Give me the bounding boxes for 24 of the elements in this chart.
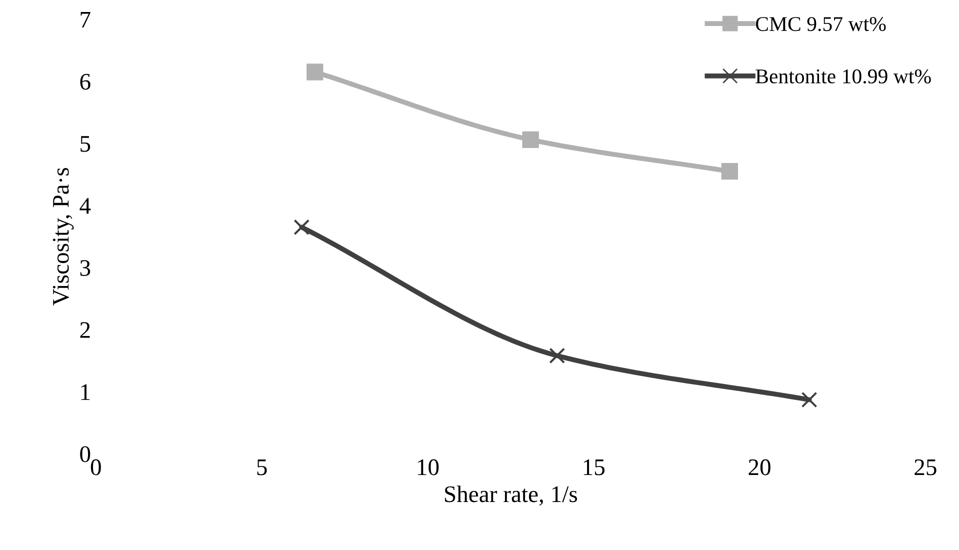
point bbox=[306, 64, 324, 80]
y-tick-label: 6 bbox=[80, 74, 90, 90]
point bbox=[294, 219, 310, 236]
point bbox=[549, 348, 566, 364]
y-axis-title: Viscosity, Pa·s bbox=[52, 168, 74, 306]
legend-label: Bentonite 10.99 wt% bbox=[756, 69, 931, 84]
y-tick-label: 7 bbox=[80, 12, 90, 28]
x-tick-label: 0 bbox=[90, 459, 101, 476]
point bbox=[721, 162, 738, 180]
point bbox=[801, 392, 818, 408]
y-tick-label: 4 bbox=[80, 198, 91, 214]
point bbox=[522, 131, 539, 148]
x-tick-label: 10 bbox=[418, 459, 439, 476]
y-tick-label: 5 bbox=[80, 136, 90, 152]
y-tick-label: 2 bbox=[80, 322, 90, 338]
x-axis-title: Shear rate, 1/s bbox=[445, 486, 578, 506]
x-tick-label: 25 bbox=[914, 459, 936, 476]
legend-label: CMC 9.57 wt% bbox=[756, 17, 886, 32]
y-tick-label: 3 bbox=[80, 260, 90, 276]
x-tick-label: 20 bbox=[748, 459, 770, 476]
y-tick-label: 0 bbox=[80, 446, 90, 462]
x-tick-label: 15 bbox=[584, 459, 605, 476]
y-tick-label: 1 bbox=[81, 384, 90, 400]
x-tick-label: 5 bbox=[257, 460, 267, 476]
